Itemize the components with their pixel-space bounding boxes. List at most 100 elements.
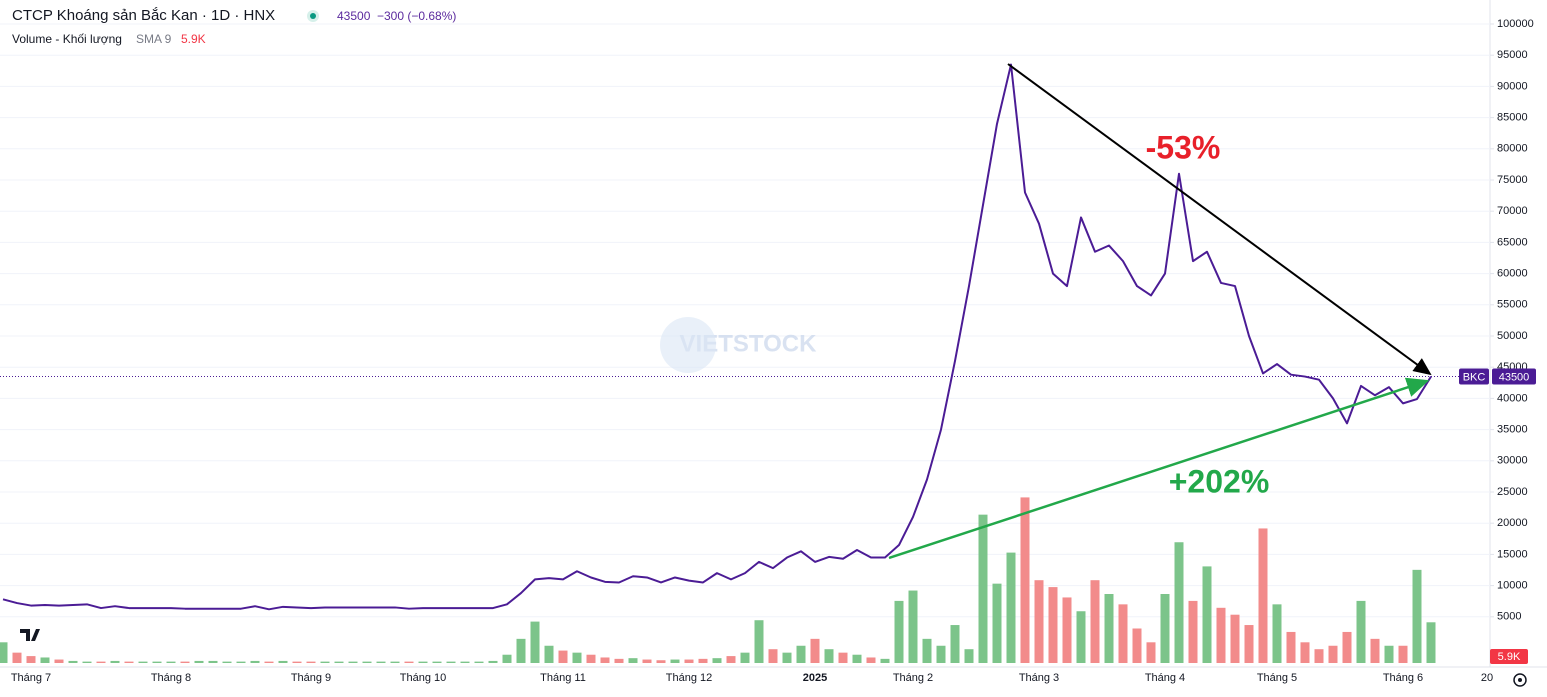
volume-bar bbox=[376, 661, 386, 663]
volume-bar bbox=[54, 659, 64, 663]
watermark-logo bbox=[660, 317, 716, 373]
axes: 5000 10000 15000 20000 25000 30000 35000 40000 4… bbox=[11, 18, 1536, 684]
x-tick-label: Tháng 11 bbox=[540, 672, 586, 684]
price-line bbox=[2, 63, 1432, 611]
volume-bar bbox=[838, 652, 848, 663]
volume-bar bbox=[880, 658, 890, 663]
y-tick-label: 35000 bbox=[1497, 424, 1528, 436]
volume-bar bbox=[740, 652, 750, 663]
volume-bar bbox=[530, 621, 540, 663]
volume-bar bbox=[1258, 528, 1268, 663]
volume-bar bbox=[1384, 645, 1394, 663]
price-tag-bg bbox=[1492, 368, 1536, 385]
x-tick-label: Tháng 12 bbox=[666, 672, 712, 684]
x-tick-label: Tháng 9 bbox=[291, 672, 331, 684]
volume-bar bbox=[1174, 542, 1184, 663]
volume-bar bbox=[1006, 552, 1016, 663]
y-tick-label: 85000 bbox=[1497, 112, 1528, 124]
volume-bar bbox=[544, 645, 554, 663]
chart-title: CTCP Khoáng sản Bắc Kan · 1D · HNX bbox=[12, 7, 275, 24]
volume-bar bbox=[124, 661, 134, 663]
volume-bar bbox=[1356, 600, 1366, 663]
volume-bar bbox=[1104, 594, 1114, 663]
volume-bar bbox=[264, 661, 274, 663]
volume-bar bbox=[558, 650, 568, 663]
grid bbox=[0, 23, 1490, 618]
annotation: +202% bbox=[1169, 463, 1270, 499]
logo-bg bbox=[16, 624, 46, 646]
gear-center bbox=[1518, 678, 1522, 682]
volume-bar bbox=[950, 625, 960, 663]
volume-bar bbox=[600, 657, 610, 663]
symbol-tag: BKC bbox=[1463, 371, 1486, 383]
volume-bar bbox=[754, 620, 764, 663]
volume-bar bbox=[390, 661, 400, 663]
symbol-tag-bg bbox=[1459, 368, 1489, 385]
x-tick-label: Tháng 3 bbox=[1019, 672, 1059, 684]
volume-bar bbox=[922, 638, 932, 663]
volume-bar bbox=[614, 658, 624, 663]
volume-bar bbox=[698, 658, 708, 663]
y-tick-label: 10000 bbox=[1497, 580, 1528, 592]
y-tick-label: 80000 bbox=[1497, 143, 1528, 155]
volume-name: Volume - Khối lượng bbox=[12, 32, 122, 46]
volume-bar bbox=[1160, 594, 1170, 663]
volume-bar bbox=[1272, 604, 1282, 663]
gear[interactable] bbox=[1513, 673, 1527, 687]
logo-mark bbox=[20, 629, 40, 641]
volume-bar bbox=[320, 661, 330, 663]
volume-bar bbox=[670, 659, 680, 663]
x-tick-label: 20 bbox=[1481, 672, 1493, 684]
volume-bar bbox=[1314, 649, 1324, 663]
last-price: 43500 bbox=[337, 9, 371, 23]
volume-bar bbox=[474, 661, 484, 663]
y-tick-label: 90000 bbox=[1497, 80, 1528, 92]
volume-tag: 5.9K bbox=[1498, 651, 1521, 663]
legend: CTCP Khoáng sản Bắc Kan · 1D · HNX 43500… bbox=[12, 7, 456, 46]
volume-bar bbox=[1118, 604, 1128, 663]
volume-bar bbox=[586, 654, 596, 663]
volume-bar bbox=[404, 661, 414, 663]
tv-logo bbox=[16, 624, 46, 646]
x-tick-label: Tháng 10 bbox=[400, 672, 446, 684]
x-tick-label: Tháng 4 bbox=[1145, 672, 1185, 684]
x-tick-label: 2025 bbox=[803, 672, 827, 684]
volume-bar bbox=[1090, 580, 1100, 663]
volume-bar bbox=[40, 657, 50, 663]
y-tick-label: 25000 bbox=[1497, 486, 1528, 498]
volume-bar bbox=[306, 661, 316, 663]
volume-tag-bg bbox=[1490, 649, 1528, 664]
volume-bar bbox=[1202, 566, 1212, 663]
volume-bar bbox=[26, 656, 36, 663]
y-tick-label: 40000 bbox=[1497, 392, 1528, 404]
x-tick-label: Tháng 7 bbox=[11, 672, 51, 684]
volume-bar bbox=[782, 652, 792, 663]
volume-bar bbox=[712, 658, 722, 663]
y-tick-label: 50000 bbox=[1497, 330, 1528, 342]
volume-bar bbox=[138, 661, 148, 663]
y-tick-label: 95000 bbox=[1497, 49, 1528, 61]
volume-bar bbox=[908, 590, 918, 663]
volume-bar bbox=[628, 658, 638, 663]
x-tick-label: Tháng 5 bbox=[1257, 672, 1297, 684]
volume-bar bbox=[0, 642, 8, 663]
volume-bar bbox=[656, 660, 666, 663]
x-tick-label: Tháng 8 bbox=[151, 672, 191, 684]
y-tick-label: 70000 bbox=[1497, 205, 1528, 217]
y-tick-label: 75000 bbox=[1497, 174, 1528, 186]
volume-bar bbox=[348, 661, 358, 663]
settings-icon[interactable] bbox=[1513, 673, 1527, 687]
volume-bar bbox=[110, 660, 120, 663]
volume-last: 5.9K bbox=[181, 32, 206, 46]
volume-bar bbox=[1230, 614, 1240, 663]
volume-bar bbox=[208, 660, 218, 663]
volume-bar bbox=[824, 649, 834, 663]
volume-bar bbox=[432, 661, 442, 663]
volume-bar bbox=[180, 661, 190, 663]
y-tick-label: 30000 bbox=[1497, 455, 1528, 467]
volume-bar bbox=[488, 660, 498, 663]
volume-bar bbox=[446, 661, 456, 663]
volume-bar bbox=[460, 661, 470, 663]
